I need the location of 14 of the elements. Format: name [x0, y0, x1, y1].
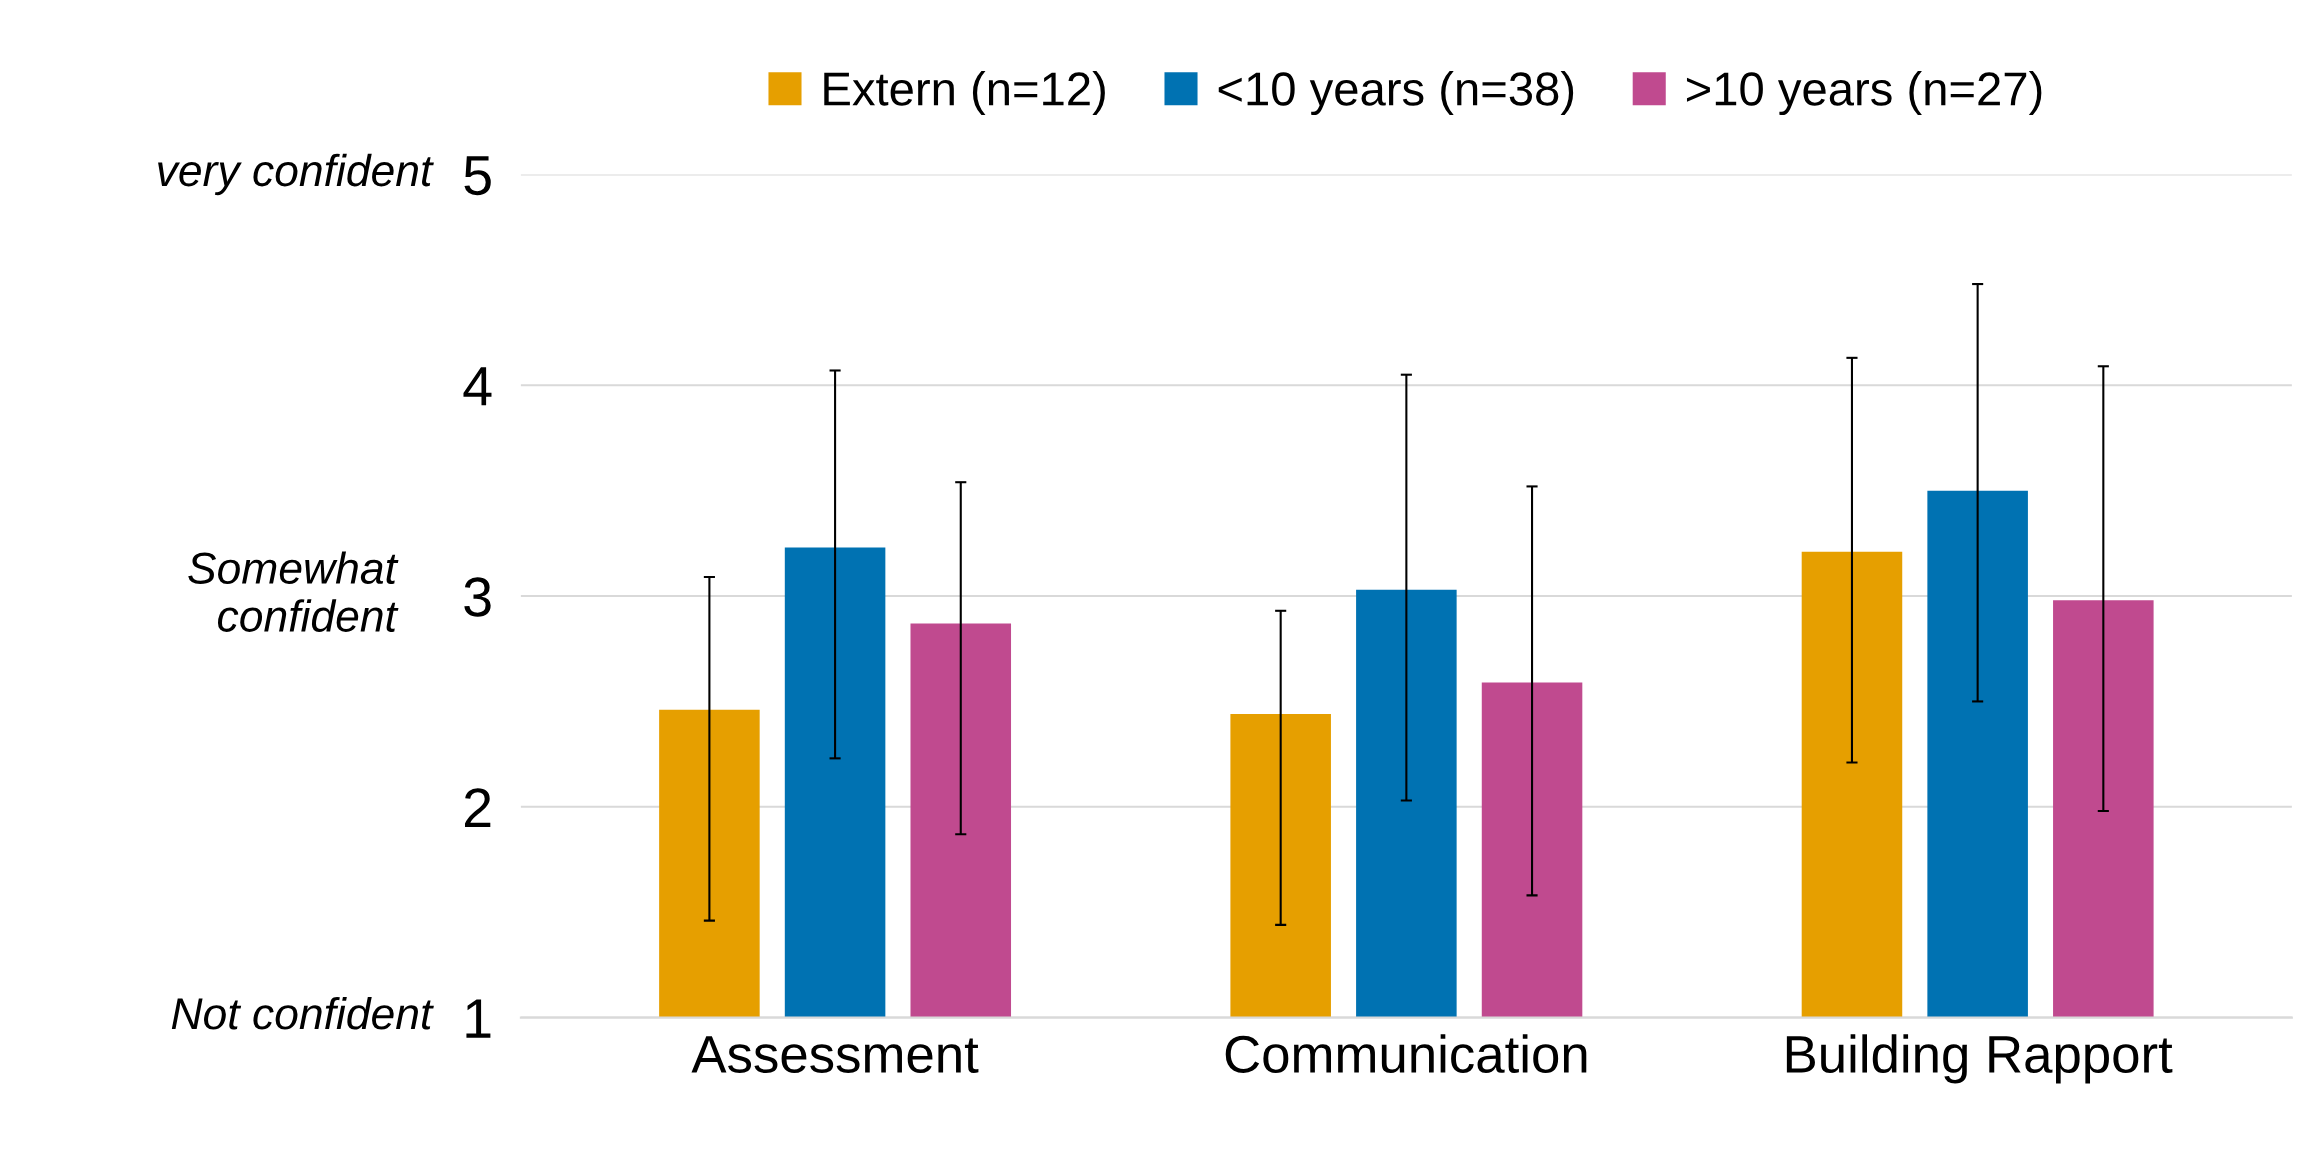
text: Somewhat confident: [188, 551, 399, 632]
x-tick-label: Communication: [1225, 1034, 1587, 1074]
y-tick-label: 5: [464, 156, 491, 196]
x-tick-label: Building Rapport: [1786, 1034, 2173, 1084]
text: Not confident: [171, 996, 434, 1030]
x-tick-label: Assessment: [691, 1036, 979, 1074]
text: very confident: [158, 153, 434, 196]
y-tick-label: 3: [464, 577, 491, 617]
y-tick-label: 1: [466, 999, 491, 1038]
legend-label: >10 years (n=27): [1686, 71, 2042, 116]
y-tick-label: 4: [463, 367, 492, 406]
legend-label: <10 years (n=38): [1218, 71, 1574, 116]
y-tick-label: 2: [465, 788, 491, 827]
legend-label: Extern (n=12): [824, 71, 1105, 116]
